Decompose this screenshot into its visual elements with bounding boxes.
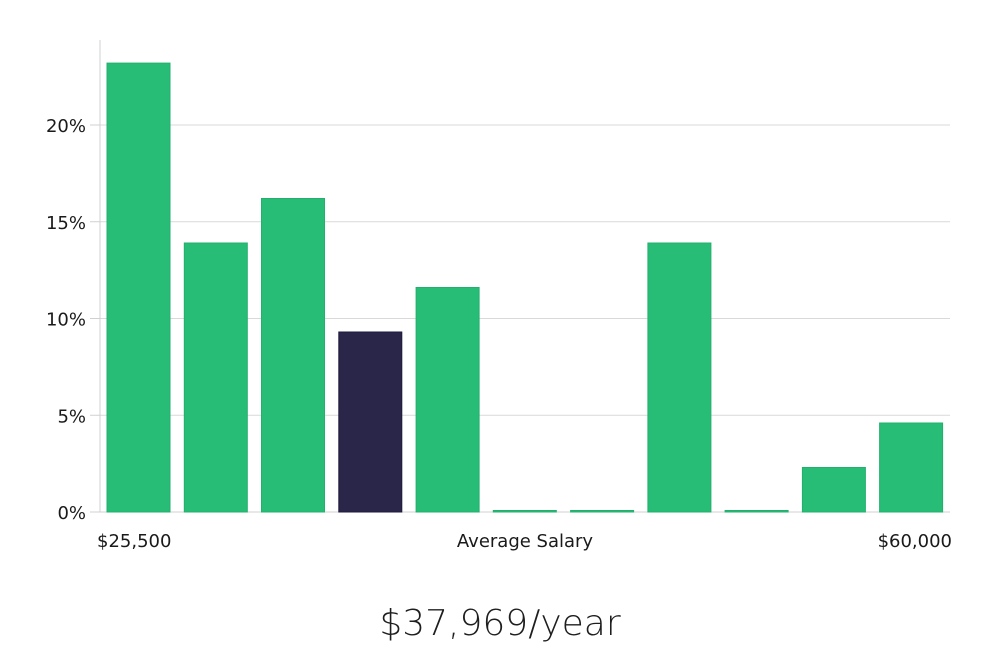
- bar-highlighted: [338, 331, 403, 513]
- bar: [261, 198, 325, 513]
- y-tick-label: 15%: [46, 213, 86, 234]
- x-axis-title: Average Salary: [457, 531, 594, 552]
- y-axis-ticks: 0% 5% 10% 15% 20%: [46, 116, 100, 524]
- bar: [106, 62, 171, 513]
- bar: [801, 467, 866, 513]
- average-salary-headline: $37,969/year: [379, 603, 621, 644]
- bar: [415, 287, 480, 513]
- x-min-label: $25,500: [97, 531, 171, 552]
- y-tick-label: 20%: [46, 116, 86, 137]
- bar: [724, 510, 789, 513]
- y-tick-label: 10%: [46, 310, 86, 331]
- bar: [647, 242, 712, 513]
- bar: [183, 242, 248, 513]
- y-tick-label: 5%: [57, 406, 86, 427]
- x-max-label: $60,000: [878, 531, 952, 552]
- bar: [879, 422, 944, 513]
- bar: [492, 510, 557, 513]
- salary-distribution-chart: 0% 5% 10% 15% 20% $25,500 Average Salary $60…: [46, 40, 952, 552]
- bar: [570, 510, 635, 513]
- bars: [106, 62, 944, 513]
- y-tick-label: 0%: [57, 503, 86, 524]
